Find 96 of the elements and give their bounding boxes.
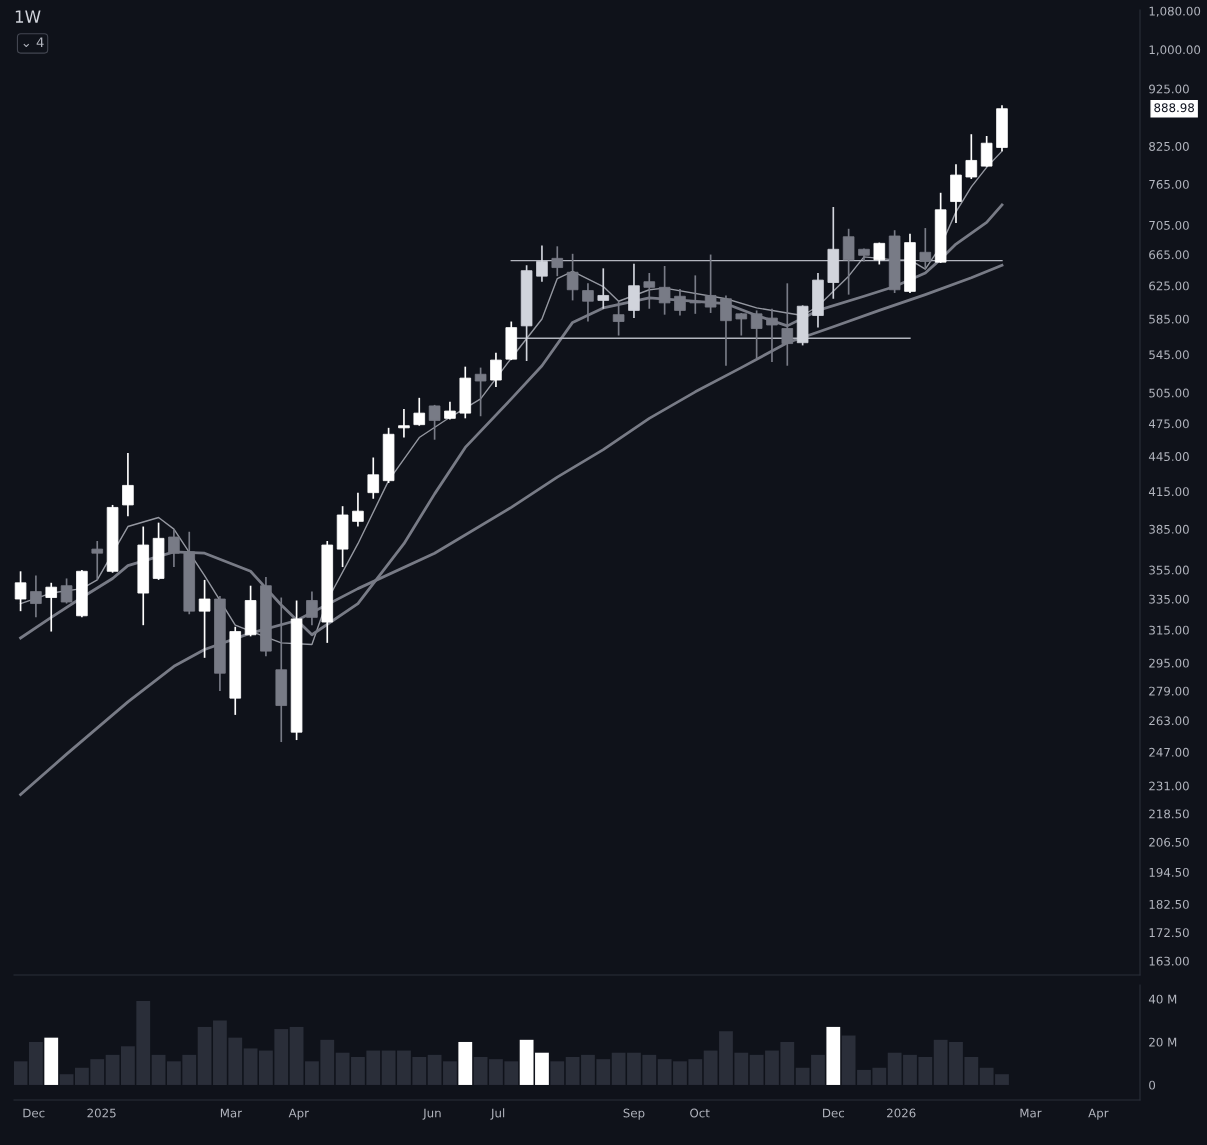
bar: [29, 1041, 43, 1085]
candlestick: [980, 135, 993, 168]
y-tick-label: 585.00: [1149, 314, 1189, 324]
x-tick-label: Apr: [1088, 1108, 1109, 1120]
bar: [458, 1041, 473, 1085]
bar: [44, 1037, 59, 1085]
y-tick-label: 247.00: [1149, 747, 1189, 757]
y-tick-label: 163.00: [1149, 956, 1189, 966]
x-tick-label: Mar: [1020, 1108, 1042, 1118]
y-tick-label: 415.00: [1148, 487, 1189, 497]
candlestick: [566, 252, 579, 302]
y-tick-label: 315.00: [1149, 625, 1189, 635]
candlestick: [60, 577, 73, 605]
y-tick-label: 218.50: [1149, 809, 1189, 819]
candlestick: [536, 244, 548, 283]
y-tick-label: 40 M: [1148, 994, 1177, 1004]
y-tick-label: 295.00: [1149, 658, 1189, 668]
bar: [59, 1074, 74, 1085]
candlestick: [490, 351, 502, 388]
x-tick-label: Apr: [288, 1108, 309, 1120]
candlestick: [704, 253, 717, 314]
candlestick: [398, 408, 410, 439]
bar: [151, 1054, 166, 1085]
candlestick: [781, 282, 794, 367]
x-tick-label: Jul: [490, 1108, 505, 1120]
candlestick: [720, 294, 732, 367]
x-tick-label: Mar: [220, 1108, 243, 1118]
y-tick-label: 194.50: [1149, 867, 1189, 877]
y-tick-label: 172.50: [1149, 928, 1189, 938]
y-tick-label: 1,080.00: [1149, 6, 1201, 17]
candlestick: [658, 265, 671, 316]
candlestick: [551, 245, 564, 278]
candlestick: [168, 528, 180, 568]
y-tick-label: 925.00: [1149, 84, 1189, 94]
candlestick: [750, 309, 763, 360]
candlestick: [306, 590, 318, 627]
candlestick: [413, 396, 426, 427]
candlestick: [612, 300, 625, 337]
candlestick: [198, 579, 211, 659]
y-tick-label: 765.00: [1149, 179, 1189, 189]
bar: [14, 1061, 28, 1085]
x-tick-label: 2026: [887, 1108, 916, 1118]
candlestick: [428, 404, 441, 441]
y-tick-label: 705.00: [1149, 220, 1189, 230]
y-tick-label: 825.00: [1149, 141, 1189, 151]
candlestick: [367, 456, 380, 500]
text: 888.98: [1154, 103, 1195, 113]
x-tick-label: Sep: [623, 1108, 645, 1120]
y-tick-label: 505.00: [1149, 388, 1189, 398]
candlestick: [842, 227, 855, 296]
candlestick: [45, 581, 58, 633]
bar: [243, 1048, 258, 1085]
y-tick-label: 206.50: [1149, 837, 1189, 847]
y-tick-label: 625.00: [1149, 281, 1189, 291]
annotation: ⌄ 4: [23, 37, 44, 48]
y-tick-label: 182.50: [1149, 899, 1189, 909]
x-tick-label: Dec: [23, 1108, 45, 1118]
y-tick-label: 231.00: [1149, 781, 1189, 791]
y-tick-label: 355.00: [1149, 565, 1189, 575]
bar: [826, 1026, 841, 1085]
candlestick: [766, 307, 778, 363]
y-tick-label: 279.00: [1149, 686, 1189, 696]
y-tick-label: 0: [1149, 1080, 1156, 1090]
bar: [105, 1054, 120, 1085]
candlestick: [674, 288, 686, 317]
candlestick: [735, 312, 748, 337]
chart-title: 1W: [15, 10, 41, 23]
y-tick-label: 20 M: [1149, 1037, 1177, 1047]
y-tick-label: 445.00: [1148, 452, 1189, 462]
candlestick: [352, 491, 364, 528]
y-tick-label: 475.00: [1148, 419, 1189, 429]
y-tick-label: 385.00: [1149, 524, 1189, 534]
y-tick-label: 263.00: [1149, 716, 1189, 726]
candlestick: [14, 570, 27, 613]
x-tick-label: 2025: [87, 1108, 116, 1118]
bar: [289, 1026, 304, 1085]
candlestick: [474, 366, 487, 418]
bar: [197, 1026, 212, 1085]
y-tick-label: 545.00: [1149, 350, 1189, 360]
candlestick: [919, 227, 932, 270]
candlestick: [582, 282, 594, 323]
y-tick-label: 335.00: [1149, 594, 1189, 604]
candlestick: [643, 272, 656, 310]
candlestick: [965, 133, 978, 180]
candlestick: [122, 452, 134, 518]
candlestick: [597, 267, 610, 310]
bar: [550, 1061, 565, 1085]
candlestick: [91, 540, 104, 581]
bar: [335, 1052, 350, 1085]
x-tick-label: Dec: [823, 1108, 844, 1118]
x-tick-label: Oct: [690, 1108, 710, 1118]
y-tick-label: 1,000.00: [1149, 45, 1201, 56]
y-tick-label: 665.00: [1149, 250, 1189, 260]
candlestick: [689, 274, 702, 315]
x-tick-label: Jun: [422, 1108, 441, 1120]
candlestick: [30, 574, 42, 619]
